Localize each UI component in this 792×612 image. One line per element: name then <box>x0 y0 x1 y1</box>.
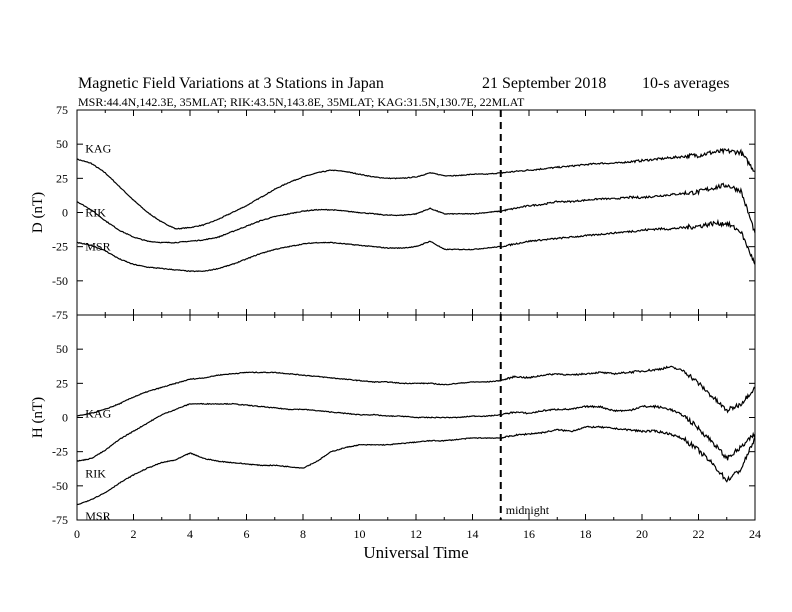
x-tick-label: 18 <box>580 527 592 541</box>
series-label-kag: KAG <box>85 406 111 420</box>
y-tick-label: 0 <box>62 206 68 220</box>
series-label-msr: MSR <box>85 509 110 523</box>
x-tick-label: 2 <box>131 527 137 541</box>
chart-title: Magnetic Field Variations at 3 Stations … <box>78 75 384 92</box>
series-label-rik: RIK <box>85 206 106 220</box>
x-tick-label: 14 <box>467 527 479 541</box>
y-tick-label: 50 <box>56 137 68 151</box>
series-line-msr <box>76 218 756 273</box>
series-line-rik <box>76 402 756 462</box>
y-tick-label: 75 <box>56 103 68 117</box>
y-tick-label: -50 <box>52 274 68 288</box>
x-tick-label: 22 <box>693 527 705 541</box>
y-tick-label: -75 <box>52 308 68 322</box>
x-tick-label: 12 <box>410 527 422 541</box>
x-tick-label: 10 <box>354 527 366 541</box>
y-tick-label: 25 <box>56 376 68 390</box>
chart-date: 21 September 2018 <box>482 75 606 92</box>
x-tick-label: 24 <box>749 527 761 541</box>
y-tick-label: -25 <box>52 445 68 459</box>
series-label-rik: RIK <box>85 467 106 481</box>
x-tick-label: 4 <box>187 527 193 541</box>
x-tick-label: 6 <box>244 527 250 541</box>
series-line-rik <box>76 182 756 244</box>
series-line-kag <box>76 147 756 230</box>
chart-averaging: 10-s averages <box>642 75 730 92</box>
series-label-msr: MSR <box>85 240 110 254</box>
y-tick-label: 0 <box>62 411 68 425</box>
series-line-msr <box>76 425 756 506</box>
series-label-kag: KAG <box>85 141 111 155</box>
midnight-label: midnight <box>506 503 550 517</box>
x-tick-label: 8 <box>300 527 306 541</box>
x-tick-label: 20 <box>636 527 648 541</box>
y-tick-label: -75 <box>52 513 68 527</box>
y-axis-label: D (nT) <box>30 192 46 233</box>
station-info: MSR:44.4N,142.3E, 35MLAT; RIK:43.5N,143.… <box>78 95 525 109</box>
y-axis-label: H (nT) <box>30 397 46 438</box>
series-line-kag <box>76 365 755 417</box>
x-tick-label: 16 <box>523 527 535 541</box>
y-tick-label: 25 <box>56 171 68 185</box>
x-axis-label: Universal Time <box>363 543 468 562</box>
y-tick-label: -50 <box>52 479 68 493</box>
x-tick-label: 0 <box>74 527 80 541</box>
y-tick-label: -25 <box>52 240 68 254</box>
y-tick-label: 50 <box>56 342 68 356</box>
